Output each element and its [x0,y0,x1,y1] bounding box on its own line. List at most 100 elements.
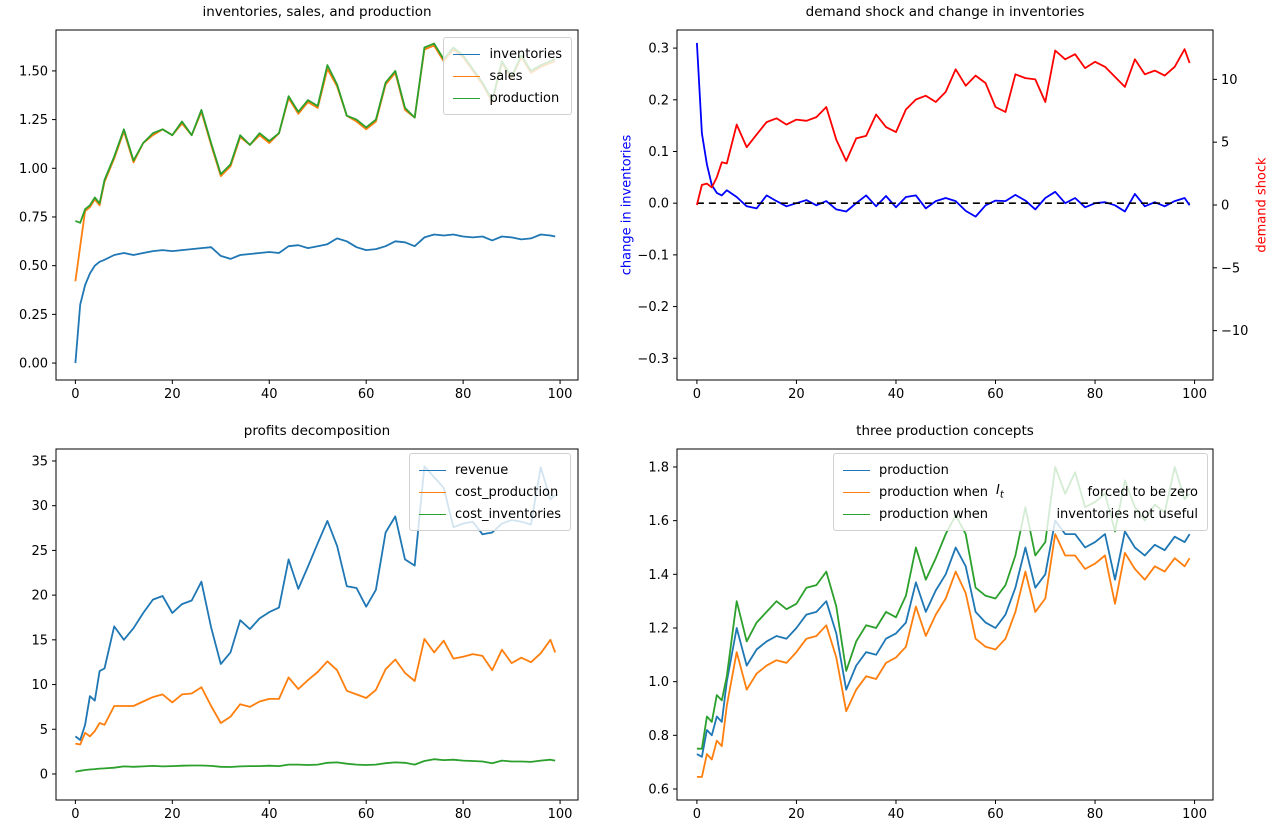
series-change-in-inventories [696,42,1191,218]
y-tick-label: −0.2 [637,300,669,315]
y-tick-label: 20 [31,589,48,604]
series-inventories [74,233,556,364]
y-tick-label: 35 [31,454,48,469]
legend-label: cost_production [454,484,559,500]
chart-inventories-sales-production: inventories, sales, and production 0.00 0… [19,4,579,402]
chart-title: inventories, sales, and production [202,4,432,20]
legend: inventories sales production [443,37,572,115]
x-tick-label: 40 [888,387,905,402]
series-cost-inventories [75,758,556,773]
x-tick-label: 80 [455,387,472,402]
y-tick-label-right: 10 [1221,73,1238,88]
x-tick-label: 0 [71,807,79,822]
series-production [696,519,1191,758]
y-tick-label: 1.8 [648,460,669,475]
y-tick-label-right: −10 [1221,324,1248,339]
x-tick-label: 60 [987,807,1004,822]
axes-frame [676,448,1214,801]
x-tick-label: 40 [888,807,905,822]
legend-line-sample [843,491,870,493]
x-tick-label: 0 [71,387,79,402]
legend-line-sample [453,75,481,77]
series-production-when-it-forced-to-be-zero [696,533,1191,778]
legend-label: production [489,90,560,106]
x-tick-label: 20 [788,807,805,822]
y-tick-label: 5 [40,723,48,738]
x-tick-label: 80 [1087,807,1104,822]
y-tick-label: 0.8 [648,729,669,744]
y-tick-label: −0.3 [637,352,669,367]
y-tick-label: 0.25 [19,308,48,323]
legend-line-sample [843,469,870,471]
x-tick-label: 60 [358,807,375,822]
y-tick-label: 0 [40,767,48,782]
y-axis-label-left: change in inventories [619,134,635,276]
legend-item: inventories [453,43,562,65]
legend: production production when It forced to be … [833,453,1208,531]
series-demand-shock [696,48,1191,206]
legend-line-sample [453,97,481,99]
x-tick-label: 60 [358,387,375,402]
legend-line-sample [418,469,446,471]
axes-frame [55,29,579,381]
y-tick-label: −0.1 [637,248,669,263]
axes-frame [676,29,1214,381]
chart-three-production-concepts: three production concepts 0.6 0.8 1.0 1.2 1.… [648,423,1214,822]
legend-item: revenue [418,459,561,481]
y-tick-label: 1.4 [648,568,669,583]
legend-label-right: forced to be zero [1087,484,1198,500]
x-tick-label: 100 [548,387,573,402]
plot-area: 0.3 0.2 0.1 0.0 −0.1 −0.2 −0.3 10 5 0 −5 −10 0 20 40 60… [637,29,1248,402]
y-tick-label-right: −5 [1221,261,1240,276]
y-tick-label: 1.2 [648,621,669,636]
y-tick-label: 0.75 [19,210,48,225]
y-tick-label: 0.00 [19,357,48,372]
legend-item: production [453,87,562,109]
y-tick-label: 0.1 [648,145,669,160]
y-tick-label-right: 0 [1221,199,1229,214]
legend-line-sample [418,491,446,493]
y-tick-label: 1.0 [648,675,669,690]
legend-item: production when It forced to be zero [843,481,1198,503]
legend-item: production when inventories not useful [843,503,1198,525]
legend: revenue cost_production cost_inventories [408,453,571,531]
x-tick-label: 0 [693,807,701,822]
legend-label: production [879,462,949,478]
y-tick-label: 0.0 [648,197,669,212]
x-tick-label: 20 [164,807,181,822]
plot-area: 0.6 0.8 1.0 1.2 1.4 1.6 1.8 0 20 40 60 80 100 [648,448,1214,822]
x-tick-label: 20 [164,387,181,402]
y-tick-label: 0.3 [648,42,669,57]
y-tick-label: 25 [31,544,48,559]
x-tick-label: 60 [987,387,1004,402]
plot-area: 0.00 0.25 0.50 0.75 1.00 1.25 1.50 0 20 40 60 80 100 [19,29,579,402]
axes-frame [55,448,579,801]
legend-label: inventories [489,46,562,62]
x-tick-label: 40 [261,807,278,822]
y-tick-label: 1.25 [19,113,48,128]
series-cost-production [75,637,557,746]
legend-label: cost_inventories [454,506,561,522]
legend-item: production [843,459,1198,481]
x-tick-label: 40 [261,387,278,402]
chart-title: profits decomposition [243,423,391,439]
chart-title: demand shock and change in inventories [805,4,1085,20]
legend-line-sample [418,513,446,515]
y-tick-label: 30 [31,499,48,514]
y-tick-label-right: 5 [1221,136,1229,151]
x-tick-label: 80 [455,807,472,822]
chart-title: three production concepts [856,423,1034,439]
y-tick-label: 10 [31,678,48,693]
legend-line-sample [843,513,870,515]
y-tick-label: 1.00 [19,162,48,177]
legend-item: cost_inventories [418,503,561,525]
y-tick-label: 0.6 [648,782,669,797]
chart-demand-shock-change-inventories: demand shock and change in inventories 0… [620,4,1270,402]
y-tick-label: 1.50 [19,64,48,79]
legend-label: production when [879,506,989,522]
y-tick-label: 0.50 [19,259,48,274]
x-tick-label: 0 [693,387,701,402]
y-axis-label-right: demand shock [1254,157,1270,253]
x-tick-label: 100 [548,807,573,822]
